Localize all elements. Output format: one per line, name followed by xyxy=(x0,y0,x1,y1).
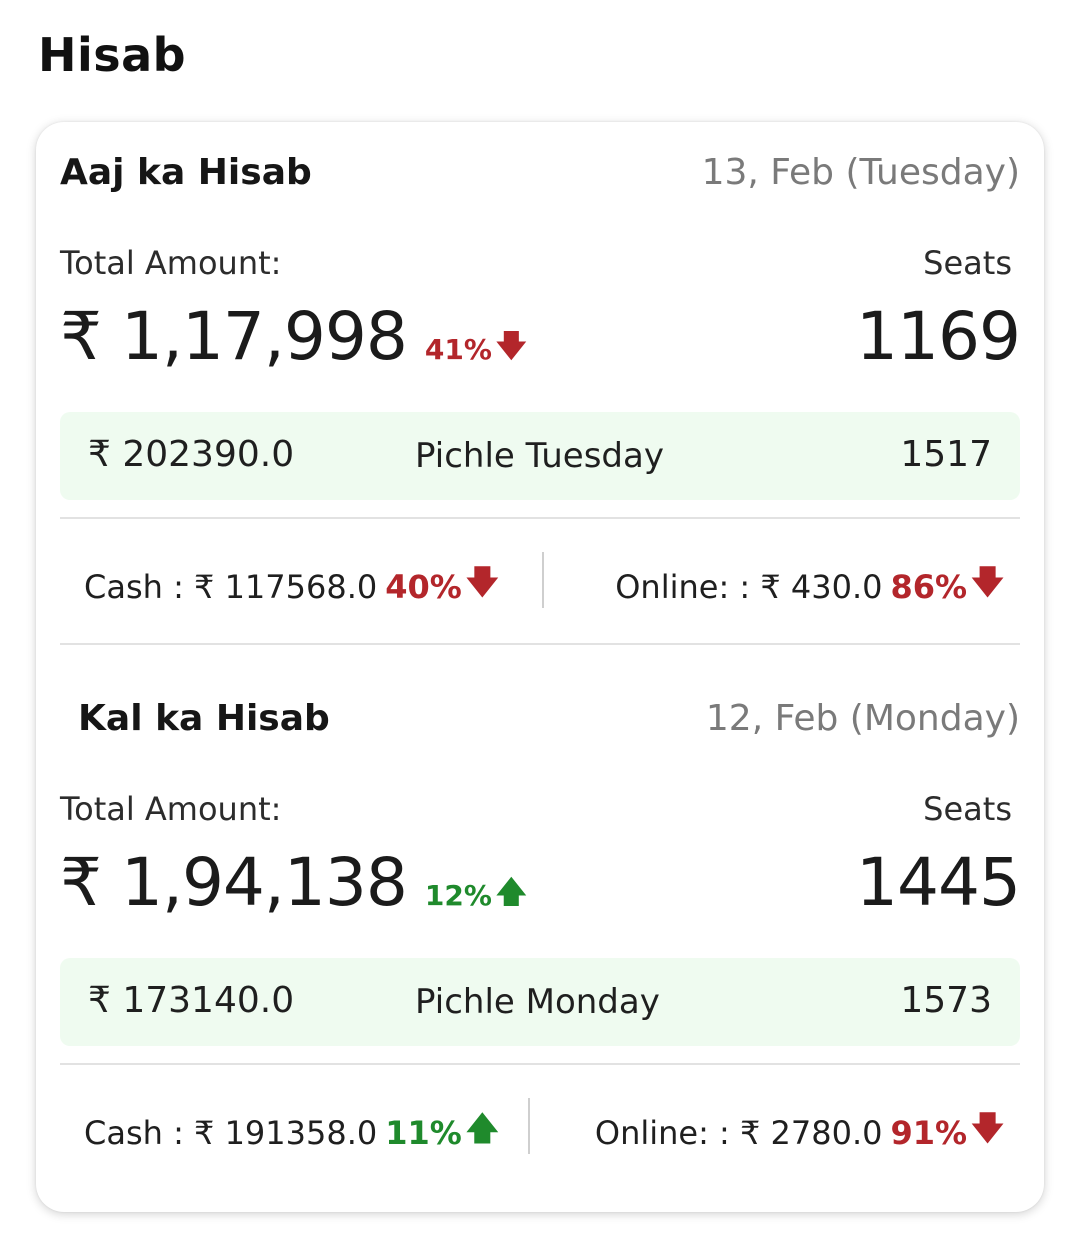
yesterday-seats-value: 1445 xyxy=(856,844,1021,921)
page-title: Hisab xyxy=(38,28,187,82)
arrow-down-icon: 🡇 xyxy=(495,329,527,364)
today-compare-seats: 1517 xyxy=(900,434,992,475)
yesterday-title: Kal ka Hisab xyxy=(78,698,330,739)
yesterday-amount-row: ₹ 1,94,138 12% 🡅 xyxy=(60,844,527,921)
yesterday-section: Kal ka Hisab 12, Feb (Monday) Total Amou… xyxy=(36,668,1044,1208)
arrow-down-icon: 🡇 xyxy=(465,563,499,601)
hisab-card: Aaj ka Hisab 13, Feb (Tuesday) Total Amo… xyxy=(36,122,1044,1212)
yesterday-compare-box: ₹ 173140.0 Pichle Monday 1573 xyxy=(60,958,1020,1046)
yesterday-amount-change-value: 12% xyxy=(424,879,492,912)
yesterday-cash-change: 11% 🡅 xyxy=(385,1106,499,1160)
today-online-change: 86% 🡇 xyxy=(891,560,1005,614)
today-cash-change-value: 40% xyxy=(385,568,462,606)
yesterday-cash-text: Cash : ₹ 191358.0 xyxy=(84,1114,378,1152)
today-title: Aaj ka Hisab xyxy=(60,152,312,193)
yesterday-compare-seats: 1573 xyxy=(900,980,992,1021)
arrow-down-icon: 🡇 xyxy=(971,563,1004,601)
yesterday-total-amount: ₹ 1,94,138 xyxy=(60,844,408,921)
yesterday-compare-label: Pichle Monday xyxy=(415,982,660,1022)
yesterday-online-change-value: 91% xyxy=(890,1114,968,1152)
today-cash: Cash : ₹ 117568.0 40% 🡇 xyxy=(84,560,499,614)
today-amount-change-value: 41% xyxy=(424,333,492,366)
divider xyxy=(60,1063,1020,1065)
today-payment-split: Cash : ₹ 117568.0 40% 🡇 Online: : ₹ 430.… xyxy=(36,552,1044,612)
yesterday-date: 12, Feb (Monday) xyxy=(705,698,1020,739)
yesterday-total-label: Total Amount: xyxy=(60,790,282,828)
yesterday-online-change: 91% 🡇 xyxy=(891,1106,1005,1160)
yesterday-online: Online: : ₹ 2780.0 91% 🡇 xyxy=(595,1106,1004,1160)
today-online-text: Online: : ₹ 430.0 xyxy=(615,568,883,606)
today-amount-row: ₹ 1,17,998 41% 🡇 xyxy=(60,298,527,375)
today-total-amount: ₹ 1,17,998 xyxy=(60,298,408,375)
today-online: Online: : ₹ 430.0 86% 🡇 xyxy=(615,560,1004,614)
today-seats-value: 1169 xyxy=(856,298,1021,375)
yesterday-compare-amount: ₹ 173140.0 xyxy=(88,980,295,1021)
today-seats-label: Seats xyxy=(923,244,1012,282)
vertical-divider xyxy=(528,1098,530,1154)
yesterday-cash: Cash : ₹ 191358.0 11% 🡅 xyxy=(84,1106,499,1160)
yesterday-cash-change-value: 11% xyxy=(385,1114,462,1152)
arrow-down-icon: 🡇 xyxy=(971,1109,1004,1147)
today-amount-change: 41% 🡇 xyxy=(425,324,527,375)
today-online-change-value: 86% xyxy=(890,568,968,606)
arrow-up-icon: 🡅 xyxy=(495,875,527,910)
today-total-label: Total Amount: xyxy=(60,244,282,282)
today-section: Aaj ka Hisab 13, Feb (Tuesday) Total Amo… xyxy=(36,122,1044,645)
divider xyxy=(60,517,1020,519)
yesterday-amount-change: 12% 🡅 xyxy=(425,870,527,921)
yesterday-seats-label: Seats xyxy=(923,790,1012,828)
today-compare-label: Pichle Tuesday xyxy=(415,436,664,476)
today-cash-text: Cash : ₹ 117568.0 xyxy=(84,568,378,606)
today-compare-box: ₹ 202390.0 Pichle Tuesday 1517 xyxy=(60,412,1020,500)
arrow-up-icon: 🡅 xyxy=(465,1109,499,1147)
today-date: 13, Feb (Tuesday) xyxy=(701,152,1020,193)
vertical-divider xyxy=(542,552,544,608)
today-cash-change: 40% 🡇 xyxy=(385,560,499,614)
today-compare-amount: ₹ 202390.0 xyxy=(88,434,295,475)
yesterday-online-text: Online: : ₹ 2780.0 xyxy=(594,1114,883,1152)
yesterday-payment-split: Cash : ₹ 191358.0 11% 🡅 Online: : ₹ 2780… xyxy=(36,1098,1044,1158)
divider xyxy=(60,643,1020,645)
